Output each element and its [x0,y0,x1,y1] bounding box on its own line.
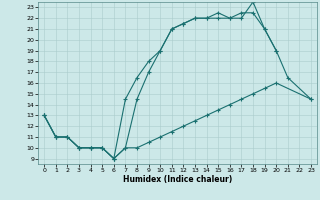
X-axis label: Humidex (Indice chaleur): Humidex (Indice chaleur) [123,175,232,184]
